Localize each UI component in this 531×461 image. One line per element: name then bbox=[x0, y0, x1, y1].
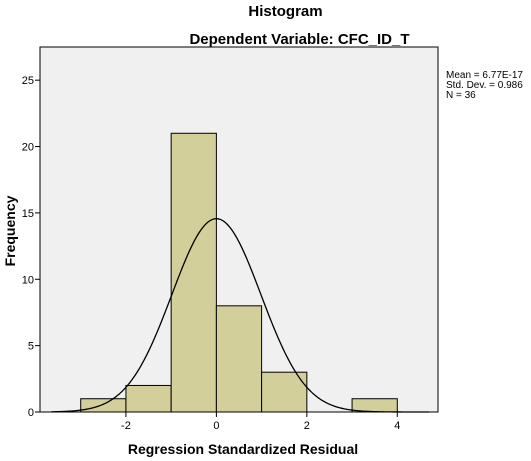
histogram-bar bbox=[261, 371, 308, 413]
x-tick-label: 4 bbox=[394, 420, 400, 432]
y-axis-label: Frequency bbox=[2, 195, 18, 266]
x-tick-label: -2 bbox=[121, 420, 131, 432]
legend-mean: Mean = 6.77E-17 bbox=[446, 70, 523, 81]
chart-subtitle: Dependent Variable: CFC_ID_T bbox=[189, 31, 410, 48]
y-tick-label: 20 bbox=[22, 142, 34, 154]
histogram-bar bbox=[80, 398, 127, 413]
y-tick-label: 25 bbox=[22, 75, 34, 87]
x-tick-label: 0 bbox=[213, 420, 219, 432]
histogram-bar bbox=[125, 384, 172, 413]
histogram-bar bbox=[351, 398, 398, 413]
histogram-bar bbox=[215, 305, 263, 413]
chart-title: Histogram bbox=[248, 3, 323, 20]
y-tick-label: 0 bbox=[28, 407, 34, 419]
histogram-bar bbox=[170, 132, 217, 413]
x-tick-label: 2 bbox=[304, 420, 310, 432]
legend-std-dev: Std. Dev. = 0.986 bbox=[446, 80, 523, 91]
stats-legend: Mean = 6.77E-17 Std. Dev. = 0.986 N = 36 bbox=[446, 71, 523, 101]
x-axis-label: Regression Standardized Residual bbox=[128, 441, 358, 457]
legend-n: N = 36 bbox=[446, 90, 476, 101]
y-tick-label: 5 bbox=[28, 341, 34, 353]
y-tick-label: 15 bbox=[22, 208, 34, 220]
y-tick-label: 10 bbox=[22, 274, 34, 286]
normal-curve bbox=[51, 218, 429, 413]
